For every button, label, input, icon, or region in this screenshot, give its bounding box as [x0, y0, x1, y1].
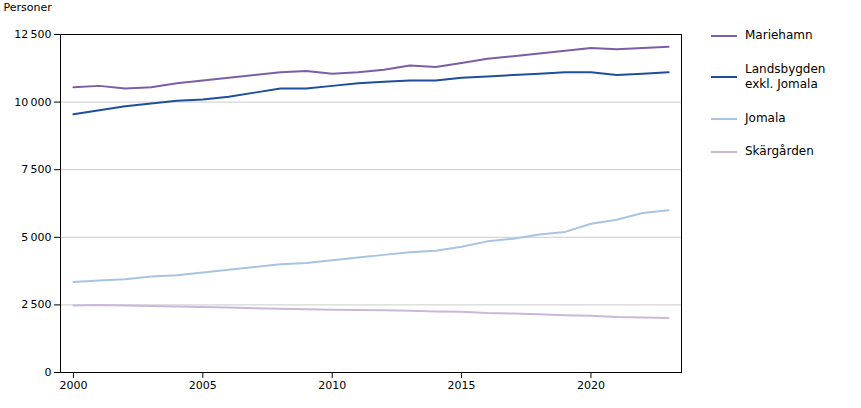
svg-text:10 000: 10 000 [14, 96, 51, 109]
svg-text:Personer: Personer [4, 1, 53, 14]
svg-text:2010: 2010 [318, 379, 346, 392]
html-text:Landsbygden exkl. Jomala: Landsbygden exkl. Jomala [745, 61, 826, 92]
svg-text:12 500: 12 500 [14, 28, 51, 41]
svg-text:2000: 2000 [59, 379, 87, 392]
svg-text:2020: 2020 [577, 379, 605, 392]
html-text:Mariehamn: Mariehamn [745, 28, 813, 42]
svg-text:2015: 2015 [448, 379, 476, 392]
svg-text:2005: 2005 [189, 379, 217, 392]
svg-text:2 500: 2 500 [21, 298, 51, 311]
svg-text:7 500: 7 500 [21, 163, 51, 176]
html-text:Jomala: Jomala [745, 110, 786, 125]
svg-text:0: 0 [45, 366, 52, 379]
svg-text:5 000: 5 000 [21, 231, 51, 244]
html-text:Skärgården: Skärgården [745, 144, 814, 159]
